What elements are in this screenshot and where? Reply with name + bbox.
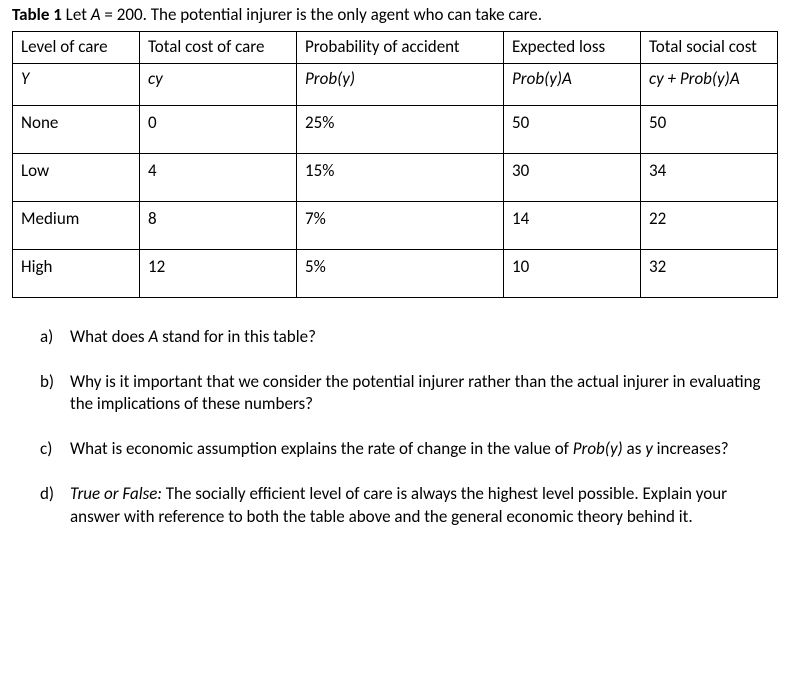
table-header-row: Level of care Total cost of care Probabi… bbox=[13, 31, 778, 63]
hdr-total: Total social cost bbox=[641, 31, 778, 63]
question-d: d) True or False: The socially efficient… bbox=[40, 483, 778, 529]
hdr-loss: Expected loss bbox=[504, 31, 641, 63]
care-table: Level of care Total cost of care Probabi… bbox=[12, 31, 778, 298]
table-row: Medium 8 7% 14 22 bbox=[13, 201, 778, 249]
marker-a: a) bbox=[40, 326, 53, 349]
cell-cost: 0 bbox=[140, 105, 297, 153]
cell-cost: 12 bbox=[140, 249, 297, 297]
sym-prob: Prob(y) bbox=[297, 63, 504, 105]
table-row: Low 4 15% 30 34 bbox=[13, 153, 778, 201]
sym-level: Y bbox=[13, 63, 140, 105]
cell-total: 34 bbox=[641, 153, 778, 201]
cell-level: High bbox=[13, 249, 140, 297]
cell-total: 32 bbox=[641, 249, 778, 297]
cell-total: 22 bbox=[641, 201, 778, 249]
cell-loss: 50 bbox=[504, 105, 641, 153]
cell-cost: 4 bbox=[140, 153, 297, 201]
table-caption: Table 1 Let A = 200. The potential injur… bbox=[12, 4, 778, 27]
cell-level: Medium bbox=[13, 201, 140, 249]
question-a: a) What does A stand for in this table? bbox=[40, 326, 778, 349]
cell-cost: 8 bbox=[140, 201, 297, 249]
hdr-level: Level of care bbox=[13, 31, 140, 63]
cell-prob: 25% bbox=[297, 105, 504, 153]
table-row: None 0 25% 50 50 bbox=[13, 105, 778, 153]
cell-loss: 30 bbox=[504, 153, 641, 201]
hdr-cost: Total cost of care bbox=[140, 31, 297, 63]
marker-b: b) bbox=[40, 371, 54, 394]
cell-prob: 5% bbox=[297, 249, 504, 297]
table-symbol-row: Y cy Prob(y) Prob(y)A cy + Prob(y)A bbox=[13, 63, 778, 105]
marker-c: c) bbox=[40, 438, 52, 461]
question-c: c) What is economic assumption explains … bbox=[40, 438, 778, 461]
cell-prob: 7% bbox=[297, 201, 504, 249]
cell-level: None bbox=[13, 105, 140, 153]
table-row: High 12 5% 10 32 bbox=[13, 249, 778, 297]
cell-prob: 15% bbox=[297, 153, 504, 201]
sym-cost: cy bbox=[140, 63, 297, 105]
hdr-prob: Probability of accident bbox=[297, 31, 504, 63]
question-b: b) Why is it important that we consider … bbox=[40, 371, 778, 417]
marker-d: d) bbox=[40, 483, 54, 506]
cell-total: 50 bbox=[641, 105, 778, 153]
table-label: Table 1 bbox=[12, 4, 62, 25]
sym-loss: Prob(y)A bbox=[504, 63, 641, 105]
sym-total: cy + Prob(y)A bbox=[641, 63, 778, 105]
cell-loss: 10 bbox=[504, 249, 641, 297]
question-list: a) What does A stand for in this table? … bbox=[40, 326, 778, 530]
cell-level: Low bbox=[13, 153, 140, 201]
cell-loss: 14 bbox=[504, 201, 641, 249]
